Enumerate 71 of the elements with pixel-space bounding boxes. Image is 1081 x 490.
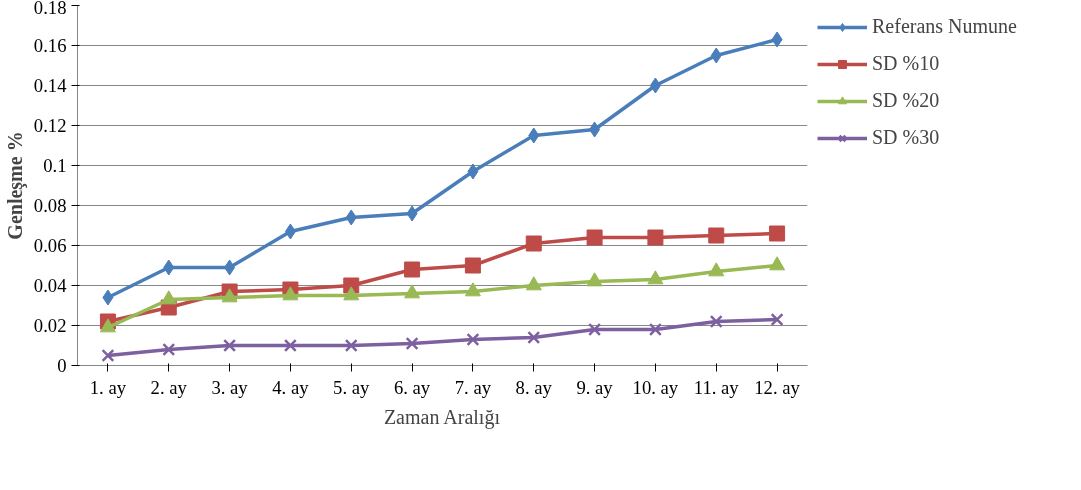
x-axis-title: Zaman Aralığı	[383, 405, 501, 429]
x-tick-label: 5. ay	[333, 376, 371, 398]
x-tick-label: 12. ay	[754, 376, 801, 398]
point	[710, 47, 722, 64]
point	[770, 312, 784, 327]
point	[101, 348, 115, 363]
x-tick-label: 6. ay	[393, 376, 431, 398]
point	[467, 163, 479, 180]
point	[769, 225, 786, 242]
point	[708, 262, 725, 277]
y-tick-label: 0	[57, 355, 67, 376]
point	[102, 289, 114, 306]
legend-label: SD %10	[872, 52, 940, 75]
point	[527, 330, 541, 345]
y-tick-label: 0.04	[33, 275, 68, 296]
x-tick-label: 11. ay	[693, 376, 740, 398]
y-tick-label: 0.06	[33, 235, 67, 256]
y-tick-label: 0.16	[33, 35, 67, 56]
point	[464, 282, 481, 297]
point	[163, 259, 175, 276]
y-axis-title: Genleşme %	[3, 131, 27, 240]
x-tick-label: 3. ay	[211, 376, 249, 398]
y-tick-label: 0.08	[33, 195, 67, 216]
point	[528, 127, 540, 144]
point	[586, 272, 603, 287]
y-tick-label: 0.18	[33, 0, 67, 18]
point	[464, 257, 481, 274]
point	[343, 286, 360, 301]
point	[284, 223, 296, 240]
point	[647, 229, 664, 246]
y-tick-label: 0.12	[33, 115, 67, 136]
y-tick-label: 0.02	[33, 315, 67, 336]
point	[344, 338, 358, 353]
x-tick-label: 7. ay	[454, 376, 492, 398]
point	[345, 209, 357, 226]
point	[221, 288, 238, 303]
point	[406, 205, 418, 222]
point	[708, 227, 725, 244]
point	[224, 259, 236, 276]
point	[283, 338, 297, 353]
point	[404, 261, 421, 278]
legend-label: SD %20	[872, 89, 940, 112]
point	[588, 322, 602, 337]
point	[466, 332, 480, 347]
point	[223, 338, 237, 353]
point	[525, 235, 542, 252]
y-tick-label: 0.14	[33, 75, 68, 96]
point	[709, 314, 723, 329]
legend-label: Referans Numune	[872, 15, 1017, 38]
point	[405, 336, 419, 351]
x-tick-label: 4. ay	[272, 376, 310, 398]
legend-label: SD %30	[872, 126, 940, 149]
point	[647, 270, 664, 285]
point	[282, 286, 299, 301]
y-tick-label: 0.1	[43, 155, 67, 176]
point	[404, 284, 421, 299]
point	[648, 322, 662, 337]
x-tick-label: 1. ay	[89, 376, 127, 398]
point	[769, 256, 786, 271]
point	[99, 318, 116, 333]
x-tick-label: 2. ay	[150, 376, 188, 398]
point	[649, 77, 661, 94]
x-tick-label: 9. ay	[576, 376, 614, 398]
point	[589, 121, 601, 138]
x-tick-label: 8. ay	[515, 376, 553, 398]
point	[525, 276, 542, 291]
x-tick-label: 10. ay	[632, 376, 679, 398]
point	[771, 31, 783, 48]
point	[160, 290, 177, 305]
point	[162, 342, 176, 357]
point	[586, 229, 603, 246]
